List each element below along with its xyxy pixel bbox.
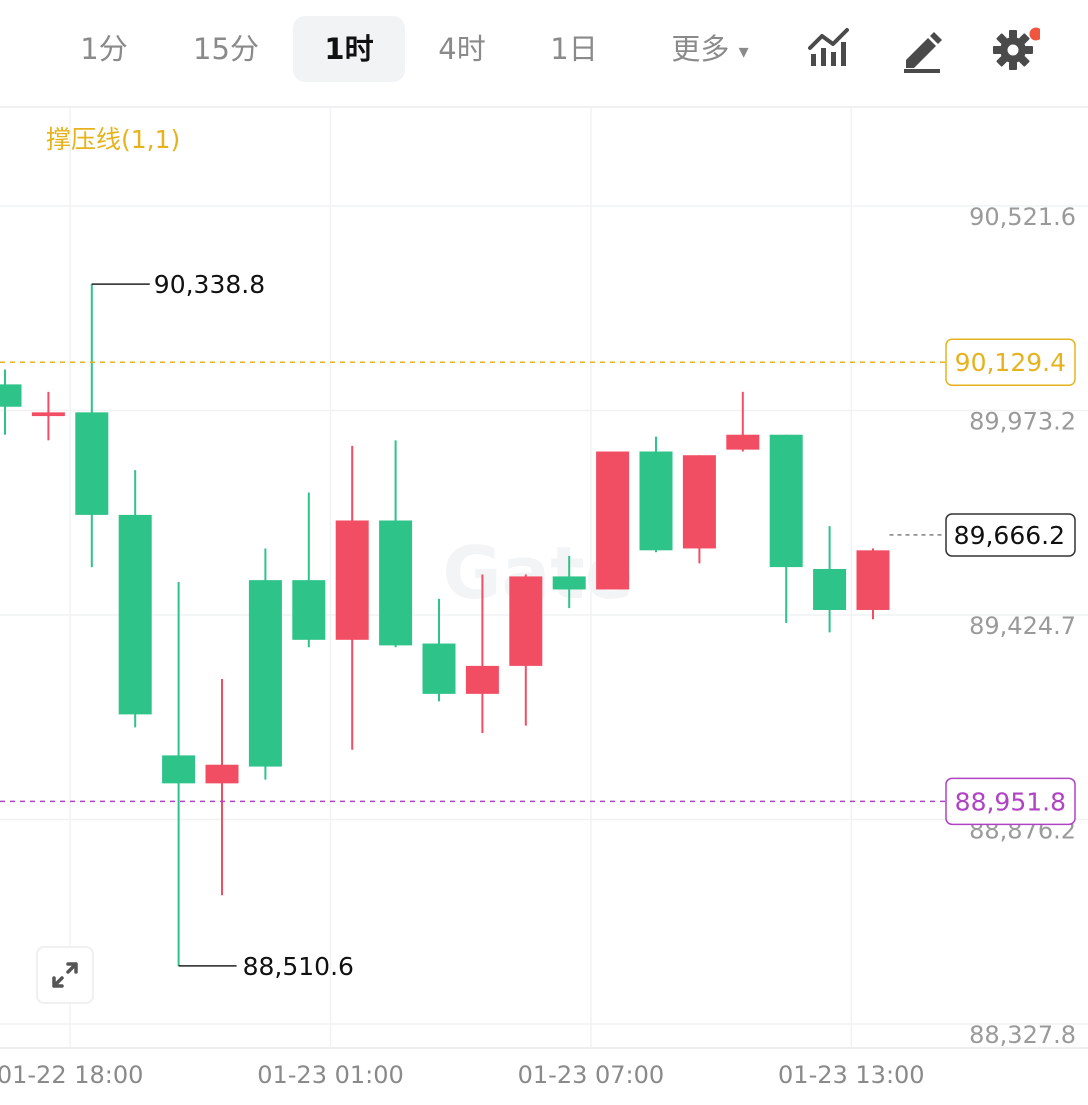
candle-up <box>292 492 326 648</box>
candle-down <box>509 574 543 726</box>
candle-body <box>205 764 239 784</box>
candle-body <box>465 665 499 694</box>
candle-body <box>856 550 890 610</box>
candles <box>0 283 890 967</box>
candle-up <box>552 555 586 609</box>
candle-down <box>682 455 716 564</box>
draw-pencil-icon[interactable] <box>894 22 948 76</box>
expand-fullscreen-button[interactable] <box>36 946 94 1004</box>
x-tick-label: 01-23 13:00 <box>778 1061 925 1089</box>
y-tick-label: 89,424.7 <box>969 612 1076 640</box>
candle-body <box>0 384 22 407</box>
candle-body <box>292 580 326 640</box>
candle-body <box>118 514 152 715</box>
candle-body <box>379 520 413 646</box>
candle-down <box>596 451 630 590</box>
tab-1min[interactable]: 1分 <box>80 32 128 66</box>
x-tick-label: 01-23 07:00 <box>518 1061 665 1089</box>
tab-4hour[interactable]: 4时 <box>438 32 486 66</box>
candle-body <box>682 455 716 549</box>
candle-body <box>75 412 109 515</box>
candle-body <box>162 755 196 784</box>
candle-body <box>726 434 760 450</box>
candle-up <box>813 526 847 633</box>
candle-up <box>248 548 282 780</box>
y-tick-label: 89,973.2 <box>969 407 1076 435</box>
y-tick-label: 90,521.6 <box>969 203 1076 231</box>
last-price-label: 89,666.2 <box>954 521 1065 550</box>
support-price-label: 88,951.8 <box>955 787 1066 816</box>
candle-up <box>769 434 803 624</box>
resistance-price-label: 90,129.4 <box>955 348 1066 377</box>
tab-15min[interactable]: 15分 <box>193 32 259 66</box>
x-tick-label: 01-22 18:00 <box>0 1061 143 1089</box>
candle-down <box>31 391 65 441</box>
candle-body <box>31 412 65 417</box>
chevron-down-icon: ▾ <box>738 39 749 63</box>
candle-up <box>118 470 152 728</box>
candle-up <box>0 369 22 435</box>
resistance-price-box <box>945 338 1076 386</box>
y-tick-label: 88,327.8 <box>969 1021 1076 1049</box>
tab-1hour[interactable]: 1时 <box>293 16 405 82</box>
settings-gear-icon[interactable] <box>986 22 1043 76</box>
tab-more-dropdown[interactable]: 更多 ▾ <box>650 16 770 82</box>
candle-down <box>726 391 760 452</box>
candle-body <box>509 576 543 666</box>
tab-1day[interactable]: 1日 <box>550 32 598 66</box>
candle-body <box>639 451 673 551</box>
candle-up <box>639 436 673 553</box>
indicator-label: 撑压线(1,1) <box>46 125 181 154</box>
chart-grid <box>0 108 1088 1049</box>
candle-body <box>248 580 282 767</box>
candle-down <box>335 445 369 750</box>
candle-body <box>596 451 630 590</box>
candle-up <box>162 582 196 967</box>
candle-down <box>465 574 499 734</box>
candle-up <box>379 440 413 648</box>
candle-body <box>422 643 456 694</box>
support-price-box <box>945 777 1076 826</box>
chart-indicator-icon[interactable] <box>802 22 856 76</box>
high-annotation-label: 90,338.8 <box>154 270 265 299</box>
candle-body <box>552 576 586 590</box>
candle-body <box>813 568 847 610</box>
x-tick-label: 01-23 01:00 <box>257 1061 404 1089</box>
candle-up <box>75 283 109 568</box>
expand-arrows-icon <box>52 962 78 988</box>
tab-more-label: 更多 <box>671 32 730 66</box>
candle-body <box>335 520 369 640</box>
last-price-box <box>945 513 1076 557</box>
candle-down <box>856 548 890 620</box>
low-annotation-label: 88,510.6 <box>243 952 354 981</box>
toolbar-divider <box>0 106 1088 108</box>
candle-body <box>769 434 803 568</box>
timeframe-toolbar: 1分 15分 1时 4时 1日 更多 ▾ <box>0 0 1088 100</box>
candle-up <box>422 598 456 702</box>
candle-down <box>205 678 239 896</box>
